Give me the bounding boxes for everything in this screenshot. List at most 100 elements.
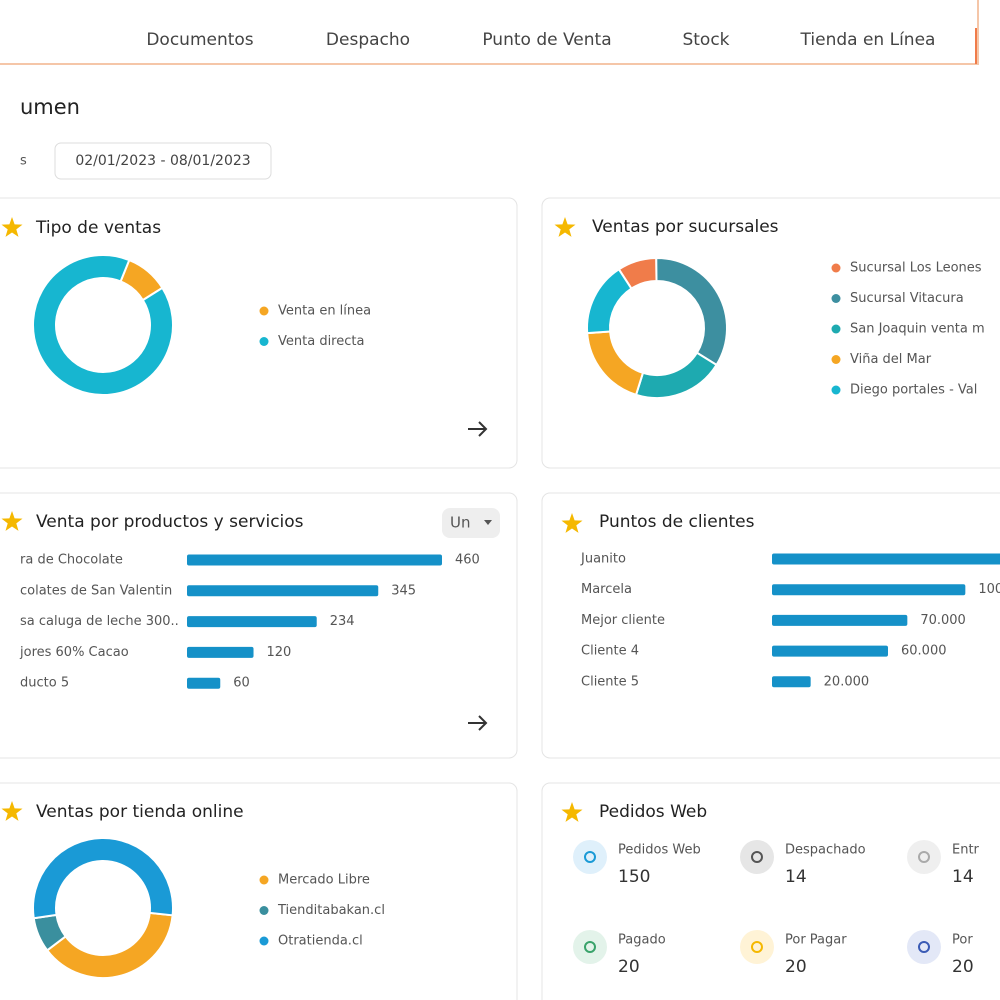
value-label: 460 <box>455 553 480 568</box>
star-icon <box>1 217 23 237</box>
bar <box>772 614 908 626</box>
bar-label: jores 60% Cacao <box>19 645 129 660</box>
star-icon <box>1 801 23 821</box>
legend-label: San Joaquin venta m <box>850 322 985 337</box>
bar-label: Mejor cliente <box>581 613 665 628</box>
nav-tab[interactable]: Tienda en Línea <box>800 30 936 50</box>
card <box>0 782 518 1000</box>
status-icon-dot <box>918 851 930 863</box>
date-picker[interactable] <box>54 142 272 180</box>
status-label: Pedidos Web <box>618 843 701 858</box>
bar-label: ra de Chocolate <box>20 553 123 568</box>
legend-label: Venta directa <box>278 334 364 349</box>
card <box>541 782 1000 1000</box>
unit-selector-label[interactable]: Un <box>450 514 471 532</box>
status-value: 14 <box>785 867 807 887</box>
page-title: umen <box>20 95 80 119</box>
status-icon <box>573 930 607 964</box>
bar-label: sa caluga de leche 300.. <box>20 614 179 629</box>
star-icon <box>1 511 23 531</box>
bar <box>772 676 811 688</box>
legend-dot <box>831 385 841 395</box>
bar-label: Marcela <box>581 582 632 597</box>
star-icon <box>561 513 583 533</box>
status-icon <box>907 930 941 964</box>
card-title: Tipo de ventas <box>35 218 161 238</box>
value-label: 345 <box>391 583 416 598</box>
donut-slice <box>586 267 633 335</box>
status-value: 20 <box>952 957 974 977</box>
date-label: s <box>20 154 27 169</box>
nav-tab[interactable]: Despacho <box>326 30 410 50</box>
value-label: 234 <box>330 614 355 629</box>
status-icon <box>740 930 774 964</box>
card-title: Ventas por sucursales <box>592 217 779 237</box>
legend-dot <box>259 875 269 885</box>
arrow-icon[interactable] <box>468 715 488 731</box>
value-label: 100.000 <box>978 582 1000 597</box>
card <box>0 197 518 469</box>
status-icon <box>573 840 607 874</box>
value-label: 60 <box>233 676 250 691</box>
bar-label: colates de San Valentin <box>20 583 172 598</box>
legend-label: Venta en línea <box>278 304 371 319</box>
unit-selector[interactable] <box>442 508 500 538</box>
value-label: 60.000 <box>901 644 947 659</box>
status-icon-dot <box>584 851 596 863</box>
legend-label: Viña del Mar <box>850 352 932 367</box>
legend-label: Sucursal Vitacura <box>850 291 964 306</box>
status-label: Entr <box>952 843 980 858</box>
star-icon <box>554 217 576 237</box>
status-icon-dot <box>751 941 763 953</box>
status-value: 14 <box>952 867 974 887</box>
status-icon-dot <box>584 941 596 953</box>
bar-label: Cliente 4 <box>581 644 639 659</box>
bar <box>772 553 1000 565</box>
nav-bar <box>0 0 979 65</box>
status-icon <box>907 840 941 874</box>
dropdown-caret <box>484 520 492 525</box>
status-value: 20 <box>785 957 807 977</box>
legend-label: Sucursal Los Leones <box>850 261 982 276</box>
card-title: Puntos de clientes <box>599 512 755 532</box>
nav-tab[interactable]: Documentos <box>146 30 253 50</box>
status-icon-dot <box>918 941 930 953</box>
status-label: Despachado <box>785 843 866 858</box>
donut-slice <box>32 837 174 920</box>
legend-dot <box>259 337 269 346</box>
value-label: 70.000 <box>920 613 966 628</box>
value-label: 120 <box>267 645 292 660</box>
bar-label: Juanito <box>580 552 626 567</box>
legend-dot <box>259 906 269 915</box>
card-title: Venta por productos y servicios <box>36 512 304 532</box>
bar-label: Cliente 5 <box>581 674 639 689</box>
bar <box>772 645 888 657</box>
legend-dot <box>831 263 841 273</box>
bar <box>187 585 379 597</box>
bar-label: ducto 5 <box>20 676 69 691</box>
legend-dot <box>831 355 841 364</box>
bar <box>187 616 317 628</box>
value-label: 20.000 <box>824 674 870 689</box>
legend-label: Mercado Libre <box>278 873 370 888</box>
legend-label: Tienditabakan.cl <box>277 903 385 918</box>
status-label: Pagado <box>618 933 666 948</box>
arrow-icon[interactable] <box>468 421 488 437</box>
card-title: Pedidos Web <box>599 802 707 822</box>
date-range[interactable]: 02/01/2023 - 08/01/2023 <box>75 153 250 169</box>
legend-dot <box>259 936 269 946</box>
status-value: 20 <box>618 957 640 977</box>
status-label: Por Pagar <box>785 933 847 948</box>
legend-label: Diego portales - Val <box>850 383 977 398</box>
nav-tab[interactable]: Stock <box>682 30 729 50</box>
card-title: Ventas por tienda online <box>36 802 244 822</box>
legend-dot <box>831 324 841 334</box>
status-label: Por <box>952 933 973 948</box>
star-icon <box>561 802 583 822</box>
nav-tab[interactable]: Punto de Venta <box>482 30 611 50</box>
donut-slice <box>32 254 174 396</box>
legend-dot <box>831 294 841 303</box>
bar <box>187 646 254 658</box>
bar <box>772 584 966 596</box>
